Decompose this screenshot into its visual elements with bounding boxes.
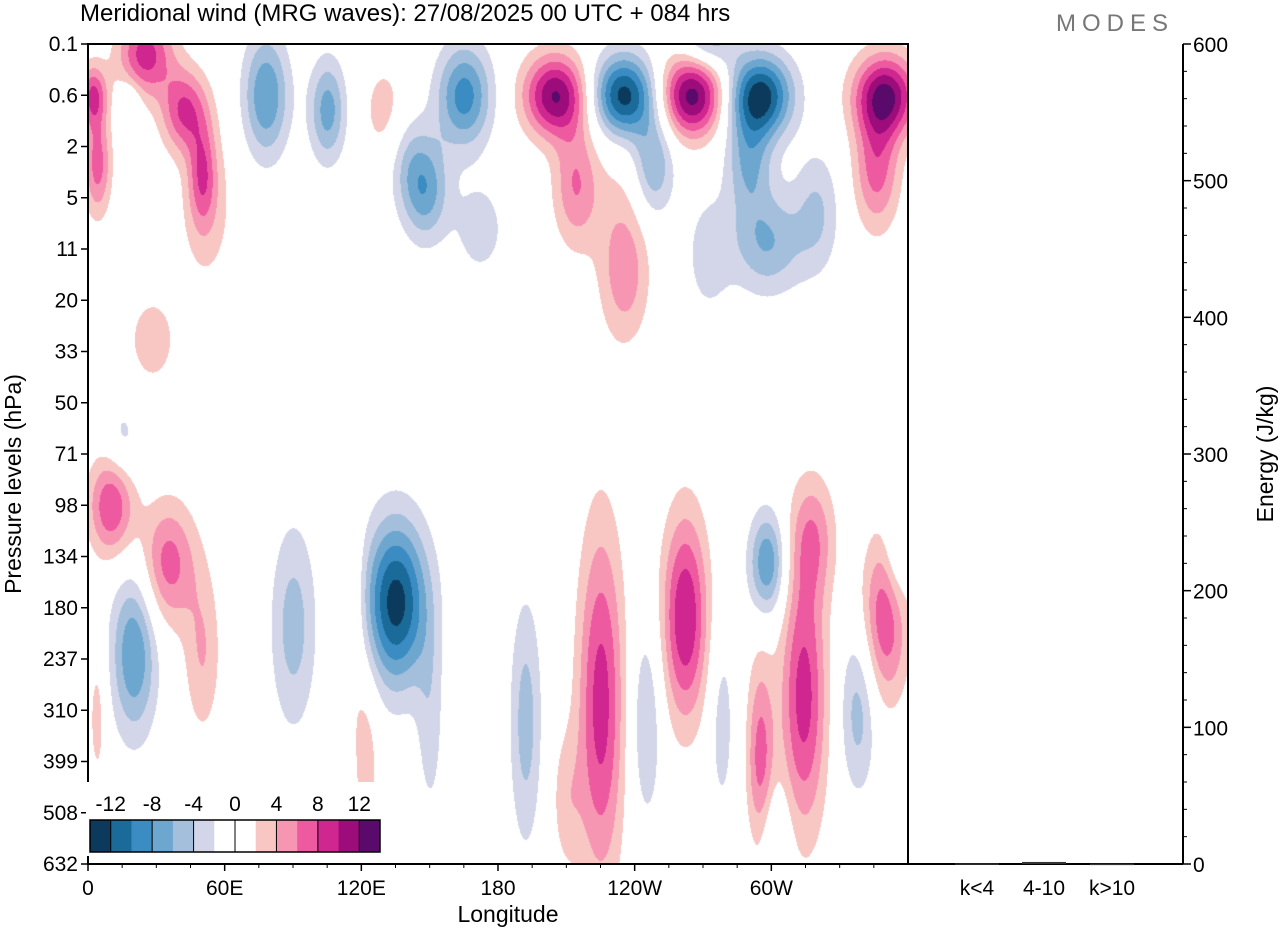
brand-logo: MODES xyxy=(1056,10,1175,37)
y-tick-label: 2 xyxy=(66,136,78,159)
x-tick-label: 120E xyxy=(337,877,386,900)
y-tick-label: 98 xyxy=(55,494,78,517)
y-tick-label: 508 xyxy=(43,802,78,825)
energy-tick-label: 200 xyxy=(1193,581,1228,604)
y-tick-label: 310 xyxy=(43,699,78,722)
colorbar-swatch xyxy=(317,820,340,852)
colorbar-swatch xyxy=(276,820,298,852)
colorbar-label: 0 xyxy=(229,793,241,816)
colorbar-swatch xyxy=(110,820,132,852)
colorbar-swatch xyxy=(152,820,174,852)
y-tick-label: 237 xyxy=(43,648,78,671)
energy-tick-label: 0 xyxy=(1193,854,1205,877)
energy-tick-label: 500 xyxy=(1193,171,1228,194)
y-tick-label: 20 xyxy=(55,289,78,312)
energy-category-label: k<4 xyxy=(960,877,995,900)
chart-title: Meridional wind (MRG waves): 27/08/2025 … xyxy=(80,0,731,27)
y-tick-label: 180 xyxy=(43,597,78,620)
y-tick-label: 134 xyxy=(43,546,78,569)
colorbar-label: -12 xyxy=(96,793,126,816)
colorbar-swatch xyxy=(235,820,257,852)
colorbar-swatch xyxy=(297,820,319,852)
colorbar-label: 12 xyxy=(348,793,371,816)
colorbar-swatch xyxy=(131,820,153,852)
colorbar-swatch xyxy=(193,820,215,852)
energy-tick-label: 600 xyxy=(1193,34,1228,57)
colorbar-swatch xyxy=(338,820,360,852)
colorbar-swatch xyxy=(359,820,381,852)
colorbar-swatch xyxy=(214,820,236,852)
y-tick-label: 0.1 xyxy=(49,33,78,56)
y-axis-title: Pressure levels (hPa) xyxy=(0,374,26,594)
x-tick-label: 180 xyxy=(480,877,515,900)
colorbar-label: 8 xyxy=(312,793,324,816)
y-tick-label: 632 xyxy=(43,853,78,876)
x-tick-label: 0 xyxy=(82,877,94,900)
energy-bar xyxy=(1022,861,1066,864)
colorbar-label: 4 xyxy=(271,793,283,816)
y-tick-label: 33 xyxy=(55,341,78,364)
energy-tick-label: 400 xyxy=(1193,307,1228,330)
y-tick-label: 11 xyxy=(56,238,78,261)
y-tick-label: 50 xyxy=(55,392,78,415)
energy-tick-label: 300 xyxy=(1193,444,1228,467)
energy-tick-label: 100 xyxy=(1193,717,1228,740)
colorbar-label: -8 xyxy=(143,793,162,816)
colorbar-swatch xyxy=(172,820,195,852)
energy-category-label: 4-10 xyxy=(1023,877,1065,900)
x-axis-title: Longitude xyxy=(457,901,558,927)
y-tick-label: 71 xyxy=(55,443,78,466)
colorbar-swatch xyxy=(255,820,277,852)
y-tick-label: 0.6 xyxy=(49,84,78,107)
x-tick-label: 60W xyxy=(750,877,793,900)
colorbar-swatch xyxy=(90,820,112,852)
y-tick-label: 399 xyxy=(43,751,78,774)
contour-field xyxy=(88,44,908,864)
energy-bar xyxy=(1090,863,1134,866)
y-tick-label: 5 xyxy=(66,187,78,210)
energy-category-label: k>10 xyxy=(1089,877,1135,900)
x-tick-label: 120W xyxy=(607,877,662,900)
energy-axis-title: Energy (J/kg) xyxy=(1252,386,1278,523)
energy-bar xyxy=(955,863,999,865)
colorbar-label: -4 xyxy=(184,793,203,816)
x-tick-label: 60E xyxy=(206,877,243,900)
